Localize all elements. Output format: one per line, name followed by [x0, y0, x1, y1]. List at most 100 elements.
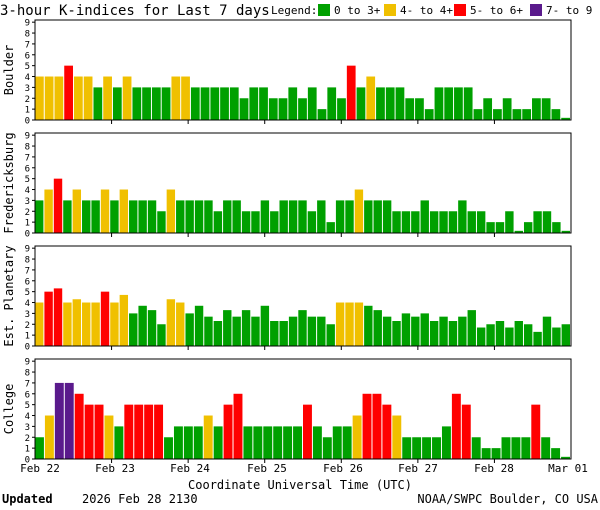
legend-swatch-1: [318, 4, 330, 16]
bar: [35, 76, 44, 120]
x-tick-label: Feb 23: [95, 462, 135, 475]
y-tick-label: 2: [25, 321, 30, 331]
bar: [232, 316, 241, 346]
bar: [541, 98, 551, 120]
bar: [268, 98, 278, 120]
panel-frame: [34, 358, 572, 460]
bar: [213, 211, 223, 233]
bar: [514, 321, 523, 346]
bar: [541, 437, 551, 459]
bar: [476, 211, 486, 233]
bar: [514, 230, 523, 233]
legend: Legend: 0 to 3+ 4- to 4+ 5- to 6+ 7- to 9: [271, 4, 592, 17]
bar: [451, 393, 461, 459]
bar: [493, 109, 502, 120]
bar: [293, 426, 302, 459]
bar: [233, 393, 243, 459]
bar: [35, 302, 44, 346]
bar: [288, 200, 298, 233]
bar: [542, 211, 552, 233]
y-tick-label: 6: [25, 390, 30, 400]
y-axis-label: Est. Planetary: [2, 245, 16, 346]
bar: [342, 426, 352, 459]
bar: [185, 200, 194, 233]
bar: [251, 211, 260, 233]
bar: [241, 211, 251, 233]
bar: [307, 316, 317, 346]
bar: [424, 109, 434, 120]
bar: [326, 222, 335, 233]
bar: [552, 327, 561, 346]
bar: [392, 211, 401, 233]
bar: [385, 87, 395, 120]
legend-swatch-2: [384, 4, 396, 16]
bar: [93, 87, 103, 120]
bar: [354, 189, 364, 233]
bar: [467, 211, 476, 233]
bar: [444, 87, 454, 120]
bar: [94, 404, 104, 459]
bar: [364, 305, 373, 346]
y-tick-label: 7: [25, 40, 30, 50]
bar: [122, 76, 132, 120]
bar: [523, 222, 533, 233]
bar: [259, 87, 268, 120]
x-axis-ticks: Feb 22 Feb 23 Feb 24 Feb 25 Feb 26 Feb 27 Feb …: [20, 462, 588, 475]
bar: [84, 404, 94, 459]
bar: [142, 87, 151, 120]
x-tick-label: Mar 01: [548, 462, 588, 475]
bar: [501, 437, 511, 459]
bar: [73, 76, 83, 120]
bar: [194, 200, 204, 233]
bar: [372, 393, 382, 459]
y-axis-label: Boulder: [2, 45, 16, 96]
bar: [505, 211, 514, 233]
bar: [411, 211, 420, 233]
updated-value: 2026 Feb 28 2130: [82, 492, 198, 506]
bar: [273, 426, 283, 459]
x-tick-label: Feb 26: [323, 462, 363, 475]
bar: [64, 65, 73, 120]
bar: [512, 109, 522, 120]
bar: [147, 310, 157, 346]
y-tick-label: 1: [25, 219, 30, 229]
y-tick-label: 2: [25, 208, 30, 218]
x-tick-label: Feb 27: [398, 462, 438, 475]
bar: [176, 200, 185, 233]
bar: [229, 87, 239, 120]
y-axis-label: College: [2, 384, 16, 435]
bar: [448, 211, 458, 233]
bar: [382, 200, 392, 233]
bar: [505, 327, 514, 346]
legend-label: Legend:: [271, 4, 317, 17]
panel-frame: [34, 19, 572, 121]
bar: [44, 291, 53, 346]
bar: [154, 404, 164, 459]
bar: [223, 310, 232, 346]
y-tick-label: 9: [25, 245, 30, 255]
bar: [288, 316, 298, 346]
bar: [82, 302, 91, 346]
bar: [454, 87, 463, 120]
legend-item-label-3: 5- to 6+: [470, 4, 523, 17]
bar: [54, 76, 64, 120]
bar: [251, 316, 260, 346]
bar: [213, 321, 223, 346]
y-tick-label: 7: [25, 379, 30, 389]
bar: [346, 65, 356, 120]
bar: [44, 189, 53, 233]
y-tick-label: 5: [25, 62, 30, 72]
bar: [533, 331, 542, 346]
bar: [74, 393, 84, 459]
bar: [161, 87, 171, 120]
bar: [103, 76, 112, 120]
panel-frame: [34, 132, 572, 234]
bar: [119, 294, 129, 346]
bar: [134, 404, 144, 459]
chart-title: 3-hour K-indices for Last 7 days: [0, 3, 270, 19]
bar: [326, 324, 335, 346]
bar: [241, 310, 251, 346]
bar: [345, 302, 354, 346]
bar: [164, 437, 173, 459]
